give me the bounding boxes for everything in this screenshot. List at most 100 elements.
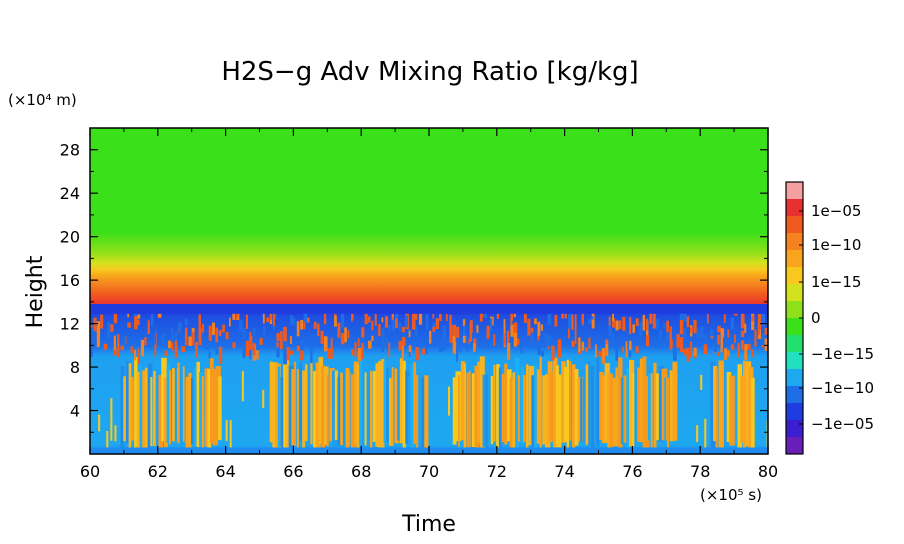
heatmap-cell — [401, 336, 406, 346]
heatmap-cell — [622, 346, 625, 353]
heatmap-cell — [96, 321, 101, 336]
heatmap-cell — [605, 339, 608, 345]
heatmap-cell — [378, 360, 381, 448]
x-tick-label: 70 — [419, 462, 439, 481]
heatmap-cell — [388, 377, 392, 446]
heatmap-cell — [302, 370, 306, 449]
colorbar-swatch — [786, 386, 803, 404]
heatmap-cell — [632, 324, 636, 333]
heatmap-cell — [235, 309, 239, 319]
heatmap-cell — [272, 362, 278, 451]
heatmap-cell — [375, 363, 381, 447]
heatmap-cell — [276, 342, 279, 348]
heatmap-cell — [466, 372, 470, 448]
heatmap-cell — [323, 336, 328, 352]
heatmap-cell — [185, 376, 190, 448]
heatmap-cell — [734, 334, 736, 343]
heatmap-cell — [574, 314, 577, 331]
x-tick-label: 62 — [148, 462, 168, 481]
heatmap-cell — [242, 344, 246, 358]
heatmap-cell — [486, 326, 490, 332]
heatmap-cell — [351, 374, 357, 451]
colorbar-swatch — [786, 403, 803, 421]
heatmap-cell — [90, 325, 93, 330]
heatmap-cell — [340, 313, 345, 329]
y-axis-label: Height — [23, 255, 48, 328]
heatmap-cell — [618, 320, 622, 330]
heatmap-cell — [344, 327, 347, 343]
heatmap-cell — [713, 345, 717, 353]
heatmap-cell — [300, 320, 304, 330]
heatmap-cell — [283, 347, 287, 365]
heatmap-cell — [210, 358, 214, 444]
heatmap-cell — [580, 377, 583, 443]
heatmap-cell — [381, 328, 385, 338]
heatmap-cell — [710, 361, 716, 449]
heatmap-cell — [737, 364, 743, 449]
heatmap-cell — [415, 311, 418, 320]
heatmap-cell — [706, 311, 709, 324]
heatmap-cell — [113, 347, 117, 356]
heatmap-cell — [340, 333, 345, 345]
heatmap-cell — [679, 337, 684, 353]
heatmap-cell — [700, 326, 704, 339]
heatmap-cell — [357, 347, 362, 361]
heatmap-cell — [144, 367, 151, 449]
heatmap-cell — [683, 306, 687, 323]
x-tick-label: 76 — [622, 462, 642, 481]
heatmap-cell — [178, 322, 182, 332]
heatmap-cell — [239, 319, 243, 332]
heatmap-cell — [215, 348, 219, 355]
heatmap-cell — [642, 356, 647, 451]
heatmap-cell — [547, 311, 552, 326]
heatmap-cell — [742, 360, 747, 448]
heatmap-cell — [304, 364, 308, 442]
heatmap-cell — [201, 376, 204, 449]
heatmap-cell — [163, 377, 168, 448]
heatmap-cell — [199, 372, 204, 447]
heatmap-cell — [262, 325, 266, 335]
heatmap-cell — [635, 318, 639, 327]
heatmap-cell — [293, 318, 296, 326]
heatmap-cell — [490, 318, 493, 332]
heatmap-cell — [318, 357, 324, 445]
heatmap-cell — [510, 319, 513, 325]
heatmap-cell — [476, 325, 479, 333]
heatmap-cell — [280, 377, 285, 447]
heatmap-cell — [553, 357, 558, 449]
heatmap-cell — [158, 375, 164, 448]
heatmap-cell — [720, 328, 725, 338]
heatmap-cell — [388, 325, 391, 334]
heatmap-cell — [134, 305, 138, 324]
heatmap-cell — [690, 327, 693, 333]
heatmap-cell — [100, 314, 104, 329]
heatmap-cell — [625, 341, 628, 358]
heatmap-cell — [134, 316, 138, 330]
heatmap-cell — [136, 371, 142, 449]
heatmap-cell — [469, 371, 471, 448]
heatmap-cell — [482, 374, 486, 447]
heatmap-cell — [323, 366, 329, 446]
heatmap-cell — [96, 334, 100, 348]
x-tick-label: 78 — [690, 462, 710, 481]
heatmap-cell — [513, 322, 518, 334]
heatmap-cell — [578, 337, 581, 353]
heatmap-cell — [645, 376, 650, 451]
heatmap-cell — [629, 351, 632, 358]
heatmap-cell — [334, 311, 337, 318]
heatmap-cell — [225, 419, 228, 441]
heatmap-cell — [184, 327, 188, 340]
heatmap-cell — [137, 314, 141, 319]
heatmap-cell — [228, 317, 231, 327]
heatmap-cell — [703, 335, 707, 353]
heatmap-cell — [659, 329, 663, 340]
heatmap-cell — [429, 330, 432, 344]
heatmap-cell — [323, 312, 327, 325]
heatmap-cell — [93, 330, 96, 346]
heatmap-cell — [734, 372, 738, 446]
heatmap-cell — [422, 348, 426, 355]
heatmap-cell — [147, 363, 153, 450]
heatmap-cell — [523, 375, 526, 442]
heatmap-cell — [395, 311, 399, 319]
heatmap-cell — [198, 314, 201, 331]
